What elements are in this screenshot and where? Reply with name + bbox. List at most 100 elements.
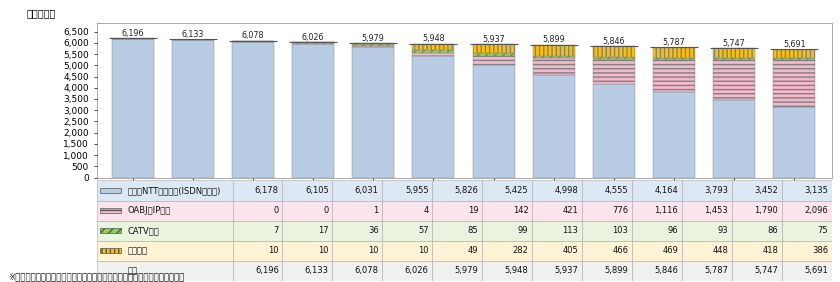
Bar	[582, 261, 632, 281]
Bar	[713, 100, 755, 178]
Bar	[532, 261, 582, 281]
Text: 4,164: 4,164	[654, 186, 678, 195]
Bar	[382, 180, 433, 201]
Bar	[232, 41, 274, 42]
Bar	[433, 201, 482, 221]
Bar	[333, 261, 382, 281]
Text: 4,998: 4,998	[554, 186, 578, 195]
Bar	[593, 84, 635, 178]
Text: 4: 4	[423, 206, 428, 215]
Text: 469: 469	[662, 246, 678, 255]
Text: 5,937: 5,937	[482, 34, 505, 43]
Text: 5,747: 5,747	[754, 266, 778, 275]
Text: 10: 10	[318, 246, 328, 255]
Bar	[653, 60, 695, 92]
Bar	[682, 201, 732, 221]
Bar	[532, 241, 582, 261]
Text: 1,790: 1,790	[754, 206, 778, 215]
Bar	[282, 221, 333, 241]
Bar	[653, 92, 695, 178]
Text: 1,116: 1,116	[654, 206, 678, 215]
Text: 5,979: 5,979	[362, 34, 385, 43]
Bar	[412, 52, 454, 56]
Text: 2,096: 2,096	[804, 206, 828, 215]
Text: 49: 49	[468, 246, 479, 255]
Text: 6,196: 6,196	[255, 266, 279, 275]
Text: 405: 405	[563, 246, 578, 255]
Bar	[593, 46, 635, 57]
Text: 3,793: 3,793	[704, 186, 728, 195]
Bar	[97, 201, 233, 221]
Bar	[473, 56, 515, 65]
Text: 1: 1	[374, 206, 379, 215]
Bar	[282, 241, 333, 261]
Text: 直収電話: 直収電話	[128, 246, 148, 255]
Text: 93: 93	[717, 226, 728, 235]
Text: 85: 85	[468, 226, 479, 235]
Bar	[333, 221, 382, 241]
Text: 0: 0	[323, 206, 328, 215]
Bar	[233, 180, 282, 201]
Bar	[97, 241, 233, 261]
Bar	[333, 241, 382, 261]
Text: （万契約）: （万契約）	[27, 8, 56, 18]
Text: 10: 10	[368, 246, 379, 255]
Text: 5,937: 5,937	[554, 266, 578, 275]
Text: 4,555: 4,555	[605, 186, 628, 195]
Bar	[532, 201, 582, 221]
Bar	[172, 40, 214, 178]
Bar	[682, 180, 732, 201]
Bar	[653, 58, 695, 60]
Text: 466: 466	[612, 246, 628, 255]
Bar	[593, 59, 635, 84]
Text: 6,196: 6,196	[122, 29, 144, 38]
Bar	[333, 201, 382, 221]
Bar	[482, 221, 532, 241]
Bar	[782, 180, 832, 201]
Text: 57: 57	[418, 226, 428, 235]
Bar	[412, 44, 454, 50]
Text: ※　過去の数値については、データを精査した結果を踏まえ修正している。: ※ 過去の数値については、データを精査した結果を踏まえ修正している。	[8, 272, 185, 281]
Bar	[100, 188, 121, 193]
Bar	[632, 201, 682, 221]
Bar	[782, 261, 832, 281]
Text: 3,135: 3,135	[804, 186, 828, 195]
Bar	[352, 44, 394, 46]
Bar	[682, 261, 732, 281]
Bar	[282, 261, 333, 281]
Text: 0: 0	[274, 206, 279, 215]
Bar	[632, 180, 682, 201]
Text: 7: 7	[274, 226, 279, 235]
Text: 6,105: 6,105	[305, 186, 328, 195]
Bar	[732, 241, 782, 261]
Text: CATV電話: CATV電話	[128, 226, 160, 235]
Bar	[382, 221, 433, 241]
Text: 5,948: 5,948	[505, 266, 528, 275]
Bar	[582, 241, 632, 261]
Text: 5,425: 5,425	[505, 186, 528, 195]
Bar	[713, 49, 755, 58]
Bar	[682, 241, 732, 261]
Text: 448: 448	[712, 246, 728, 255]
Bar	[233, 241, 282, 261]
Text: 5,691: 5,691	[783, 40, 806, 49]
Bar	[482, 180, 532, 201]
Bar	[473, 65, 515, 178]
Bar	[482, 261, 532, 281]
Text: 5,826: 5,826	[454, 186, 479, 195]
Text: 5,846: 5,846	[654, 266, 678, 275]
Bar	[433, 221, 482, 241]
Bar	[682, 221, 732, 241]
Text: 36: 36	[368, 226, 379, 235]
Bar	[482, 241, 532, 261]
Bar	[732, 221, 782, 241]
Text: 5,955: 5,955	[405, 186, 428, 195]
Text: 6,133: 6,133	[305, 266, 328, 275]
Bar	[632, 241, 682, 261]
Bar	[482, 201, 532, 221]
Bar	[233, 221, 282, 241]
Bar	[782, 221, 832, 241]
Text: 103: 103	[612, 226, 628, 235]
Text: 96: 96	[668, 226, 678, 235]
Bar	[97, 221, 233, 241]
